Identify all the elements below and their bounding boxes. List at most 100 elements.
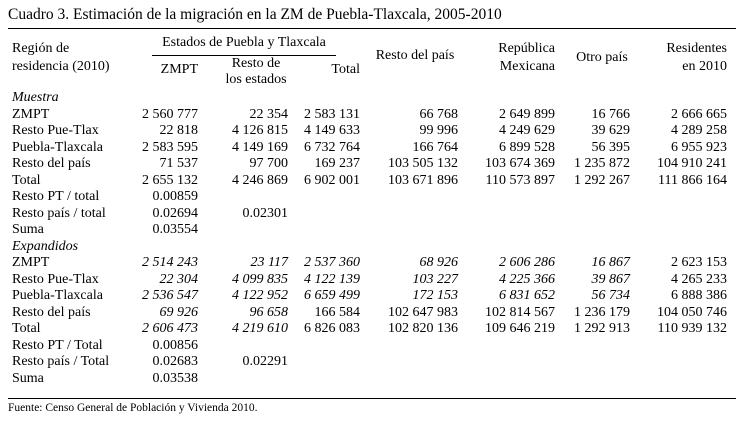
table-row: Puebla-Tlaxcala 2 583 595 4 149 169 6 732 7… bbox=[0, 140, 744, 157]
row-label: Resto del país bbox=[12, 304, 91, 320]
table-cell: 2 606 473 bbox=[142, 321, 198, 337]
table-cell: 39 867 bbox=[591, 271, 631, 287]
row-label: Resto PT / total bbox=[12, 189, 100, 205]
table-cell: 71 537 bbox=[159, 156, 199, 172]
bottom-rule bbox=[8, 398, 736, 399]
table-cell: 66 768 bbox=[419, 106, 459, 122]
header-zmpt: ZMPT bbox=[160, 62, 198, 77]
table-cell: 4 149 633 bbox=[304, 123, 360, 139]
table-cell: 4 149 169 bbox=[232, 139, 288, 155]
table-cell: 56 395 bbox=[591, 139, 631, 155]
table-cell: 99 996 bbox=[419, 123, 459, 139]
table-row: Resto PT / Total 0.00856 bbox=[0, 338, 744, 355]
row-label: ZMPT bbox=[12, 255, 50, 271]
table-cell: 6 899 528 bbox=[499, 139, 555, 155]
table-cell: 96 658 bbox=[249, 304, 289, 320]
table-cell: 56 734 bbox=[591, 288, 631, 304]
section-label: Expandidos bbox=[12, 238, 79, 254]
table-row: ZMPT 2 560 777 22 354 2 583 131 66 768 2 649 … bbox=[0, 107, 744, 124]
table-cell: 0.00859 bbox=[152, 189, 199, 205]
table-cell: 23 117 bbox=[250, 255, 288, 271]
table-cell: 172 153 bbox=[412, 288, 459, 304]
row-label: Resto PT / Total bbox=[12, 337, 103, 353]
table-cell: 6 732 764 bbox=[304, 139, 360, 155]
table-cell: 4 249 629 bbox=[499, 123, 555, 139]
table-cell: 97 700 bbox=[249, 156, 289, 172]
table-row: Total 2 606 473 4 219 610 6 826 083 102 820 … bbox=[0, 321, 744, 338]
table-cell: 1 292 913 bbox=[574, 321, 630, 337]
table-cell: 22 818 bbox=[159, 123, 199, 139]
table-cell: 103 671 896 bbox=[388, 172, 458, 188]
table-cell: 1 235 872 bbox=[574, 156, 630, 172]
table-cell: 2 623 153 bbox=[671, 255, 727, 271]
table-cell: 4 122 952 bbox=[232, 288, 288, 304]
table-row: Resto Pue-Tlax 22 818 4 126 815 4 149 633 99… bbox=[0, 123, 744, 140]
table-cell: 16 766 bbox=[591, 106, 631, 122]
table-row: Puebla-Tlaxcala 2 536 547 4 122 952 6 659 4… bbox=[0, 288, 744, 305]
table-cell: 2 606 286 bbox=[499, 255, 555, 271]
table-cell: 0.00856 bbox=[152, 337, 199, 353]
table-cell: 4 099 835 bbox=[232, 271, 288, 287]
table-cell: 6 826 083 bbox=[304, 321, 360, 337]
row-label: Total bbox=[12, 321, 41, 337]
table-cell: 2 583 595 bbox=[142, 139, 198, 155]
header-total: Total bbox=[331, 62, 360, 77]
table-cell: 6 831 652 bbox=[499, 288, 555, 304]
row-label: Resto país / total bbox=[12, 205, 106, 221]
table-cell: 1 292 267 bbox=[574, 172, 630, 188]
table-row: Resto PT / total 0.00859 bbox=[0, 189, 744, 206]
table-cell: 4 225 366 bbox=[499, 271, 555, 287]
header-residentes-line1: Residentes bbox=[666, 41, 727, 56]
table-cell: 2 536 547 bbox=[142, 288, 198, 304]
table-cell: 2 583 131 bbox=[304, 106, 360, 122]
row-label: Resto del país bbox=[12, 156, 91, 172]
table-cell: 69 926 bbox=[159, 304, 199, 320]
row-label: Total bbox=[12, 172, 41, 188]
table-cell: 102 820 136 bbox=[388, 321, 458, 337]
top-rule bbox=[8, 28, 736, 29]
table-cell: 39 629 bbox=[591, 123, 631, 139]
table-cell: 4 289 258 bbox=[671, 123, 727, 139]
table-cell: 0.02683 bbox=[152, 354, 199, 370]
table-cell: 0.02301 bbox=[242, 205, 289, 221]
table-cell: 4 122 139 bbox=[304, 271, 360, 287]
row-label: Resto Pue-Tlax bbox=[12, 123, 99, 139]
table-cell: 2 666 665 bbox=[671, 106, 727, 122]
table-cell: 4 246 869 bbox=[232, 172, 288, 188]
table-cell: 110 939 132 bbox=[657, 321, 727, 337]
table-caption: Cuadro 3. Estimación de la migración en … bbox=[8, 6, 502, 23]
table-cell: 6 659 499 bbox=[304, 288, 360, 304]
header-otro-pais: Otro país bbox=[576, 50, 628, 65]
header-group: Estados de Puebla y Tlaxcala bbox=[162, 35, 326, 50]
table-cell: 103 505 132 bbox=[388, 156, 458, 172]
header-region-line1: Región de bbox=[12, 41, 70, 56]
table-row: Suma 0.03554 bbox=[0, 222, 744, 239]
header-republica-line1: República bbox=[498, 41, 555, 56]
table-cell: 0.03554 bbox=[152, 222, 199, 238]
table-cell: 2 537 360 bbox=[304, 255, 360, 271]
table-cell: 1 236 179 bbox=[574, 304, 630, 320]
table-cell: 166 584 bbox=[314, 304, 361, 320]
header-region-line2: residencia (2010) bbox=[12, 59, 110, 74]
table-cell: 4 265 233 bbox=[671, 271, 727, 287]
table-cell: 2 649 899 bbox=[499, 106, 555, 122]
table-cell: 22 354 bbox=[249, 106, 289, 122]
table-cell: 6 888 386 bbox=[671, 288, 727, 304]
table-cell: 110 573 897 bbox=[485, 172, 555, 188]
section-row: Expandidos bbox=[0, 239, 744, 256]
table-row: Resto país / total 0.02694 0.02301 bbox=[0, 206, 744, 223]
table-row: Resto del país 69 926 96 658 166 584 102 647… bbox=[0, 305, 744, 322]
row-label: Puebla-Tlaxcala bbox=[12, 288, 103, 304]
table-cell: 4 219 610 bbox=[232, 321, 288, 337]
table-cell: 16 867 bbox=[591, 255, 631, 271]
table-cell: 104 910 241 bbox=[657, 156, 727, 172]
table-source: Fuente: Censo General de Población y Viv… bbox=[8, 402, 258, 414]
table-cell: 0.02291 bbox=[242, 354, 289, 370]
table-cell: 4 126 815 bbox=[232, 123, 288, 139]
table-row: Suma 0.03538 bbox=[0, 371, 744, 388]
section-label: Muestra bbox=[12, 90, 59, 105]
table-cell: 166 764 bbox=[412, 139, 459, 155]
table-cell: 104 050 746 bbox=[657, 304, 727, 320]
table-cell: 2 560 777 bbox=[142, 106, 198, 122]
table-cell: 6 955 923 bbox=[671, 139, 727, 155]
